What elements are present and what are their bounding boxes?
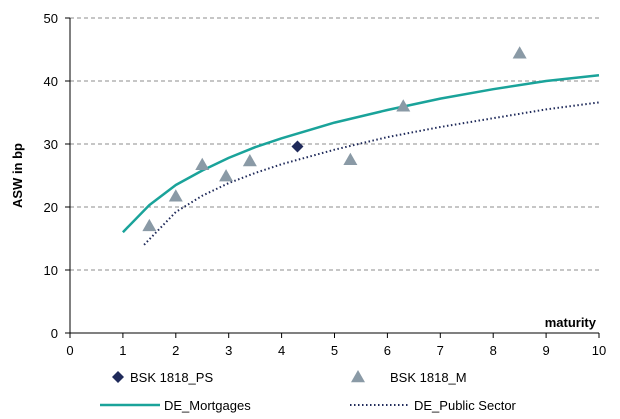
y-tick-label: 40: [44, 74, 58, 89]
point-BSK 1818_M: [142, 218, 157, 232]
point-BSK 1818_M: [168, 189, 183, 202]
legend-swatch-BSK 1818_M: [351, 370, 365, 383]
x-tick-label: 6: [384, 343, 391, 358]
x-tick-label: 8: [490, 343, 497, 358]
point-BSK 1818_M: [396, 99, 411, 112]
point-BSK 1818_M: [195, 157, 210, 171]
legend-label-DE_Public Sector: DE_Public Sector: [414, 398, 517, 413]
x-tick-label: 3: [225, 343, 232, 358]
y-tick-label: 20: [44, 200, 58, 215]
legend-swatch-BSK 1818_PS: [112, 371, 124, 383]
x-tick-label: 1: [119, 343, 126, 358]
plot-series: [122, 46, 600, 246]
legend-label-DE_Mortgages: DE_Mortgages: [164, 398, 251, 413]
x-tick-label: 4: [278, 343, 285, 358]
y-tick-label: 0: [51, 326, 58, 341]
point-BSK 1818_M: [343, 152, 358, 165]
y-axis-title: ASW in bp: [10, 143, 25, 208]
y-tick-label: 30: [44, 137, 58, 152]
x-tick-label: 10: [592, 343, 606, 358]
point-BSK 1818_M: [512, 46, 527, 59]
y-tick-label: 10: [44, 263, 58, 278]
x-tick-label: 5: [331, 343, 338, 358]
legend-label-BSK 1818_M: BSK 1818_M: [390, 370, 467, 385]
point-BSK 1818_M: [219, 169, 234, 182]
legend: BSK 1818_PS BSK 1818_M DE_Mortgages DE_Publ…: [100, 370, 517, 413]
x-axis-title: maturity: [545, 315, 597, 330]
series-line-DE_Public Sector: [143, 101, 600, 246]
point-BSK 1818_M: [242, 154, 257, 167]
x-tick-label: 0: [66, 343, 73, 358]
axes: 0 10 20 30 40 50 0 1 2 3 4 5 6 7 8 9 10 maturity ASW in bp: [10, 11, 606, 358]
x-tick-label: 2: [172, 343, 179, 358]
point-BSK 1818_PS: [291, 140, 304, 153]
series-line-DE_Mortgages: [122, 74, 600, 234]
y-tick-label: 50: [44, 11, 58, 26]
x-tick-label: 9: [542, 343, 549, 358]
x-tick-label: 7: [437, 343, 444, 358]
legend-label-BSK 1818_PS: BSK 1818_PS: [130, 370, 213, 385]
